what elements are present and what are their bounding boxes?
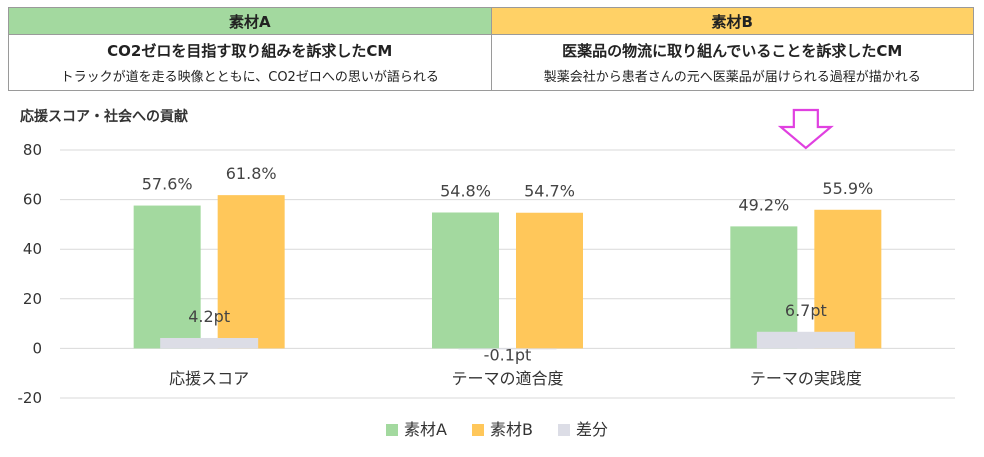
bar-a bbox=[133, 205, 201, 349]
material-b-cell: 医薬品の物流に取り組んでいることを訴求したCM 製薬会社から患者さんの元へ医薬品… bbox=[490, 34, 974, 91]
data-label-diff: 4.2pt bbox=[188, 307, 230, 326]
data-label-a: 54.8% bbox=[440, 181, 491, 200]
bar-a bbox=[730, 226, 798, 349]
material-a-title: CO2ゼロを目指す取り組みを訴求したCM bbox=[107, 42, 393, 60]
legend-swatch bbox=[386, 424, 398, 436]
bar-diff bbox=[160, 337, 259, 349]
y-tick-label: 60 bbox=[23, 191, 42, 209]
bar-diff bbox=[458, 348, 557, 350]
data-label-diff: 6.7pt bbox=[785, 301, 827, 320]
material-b-title: 医薬品の物流に取り組んでいることを訴求したCM bbox=[562, 42, 903, 60]
data-label-a: 57.6% bbox=[142, 175, 193, 194]
material-a-label: 素材A bbox=[8, 7, 492, 35]
y-tick-label: 80 bbox=[23, 141, 42, 159]
legend-entry: 差分 bbox=[576, 420, 608, 439]
highlight-arrow-icon bbox=[777, 108, 834, 150]
data-label-b: 55.9% bbox=[822, 179, 873, 198]
data-label-a: 49.2% bbox=[738, 195, 789, 214]
data-label-b: 54.7% bbox=[524, 182, 575, 201]
x-tick-label: テーマの実践度 bbox=[750, 369, 862, 388]
x-tick-label: 応援スコア bbox=[169, 369, 249, 388]
material-b-desc: 製薬会社から患者さんの元へ医薬品が届けられる過程が描かれる bbox=[543, 70, 921, 85]
bar-diff bbox=[756, 331, 855, 349]
bar-b bbox=[217, 195, 285, 349]
legend-entry: 素材A bbox=[404, 420, 447, 439]
material-table: 素材A 素材B CO2ゼロを目指す取り組みを訴求したCM トラックが道を走る映像… bbox=[8, 7, 974, 91]
material-header: 素材A 素材B CO2ゼロを目指す取り組みを訴求したCM トラックが道を走る映像… bbox=[8, 7, 974, 91]
y-tick-label: 20 bbox=[23, 290, 42, 308]
x-tick-label: テーマの適合度 bbox=[451, 369, 563, 388]
bar-b bbox=[516, 212, 583, 349]
material-a-desc: トラックが道を走る映像とともに、CO2ゼロへの思いが語られる bbox=[60, 70, 439, 85]
y-tick-label: 40 bbox=[23, 240, 42, 258]
bar-b bbox=[814, 209, 882, 349]
data-label-b: 61.8% bbox=[226, 164, 277, 183]
data-label-diff: -0.1pt bbox=[484, 345, 532, 364]
legend-entry: 素材B bbox=[490, 420, 533, 439]
material-a-cell: CO2ゼロを目指す取り組みを訴求したCM トラックが道を走る映像とともに、CO2… bbox=[8, 34, 492, 91]
y-tick-label: 0 bbox=[32, 339, 42, 357]
legend-swatch bbox=[472, 424, 484, 436]
y-tick-label: -20 bbox=[18, 389, 43, 407]
legend-swatch bbox=[558, 424, 570, 436]
bar-a bbox=[432, 212, 499, 349]
chart-title: 応援スコア・社会への貢献 bbox=[20, 109, 188, 125]
